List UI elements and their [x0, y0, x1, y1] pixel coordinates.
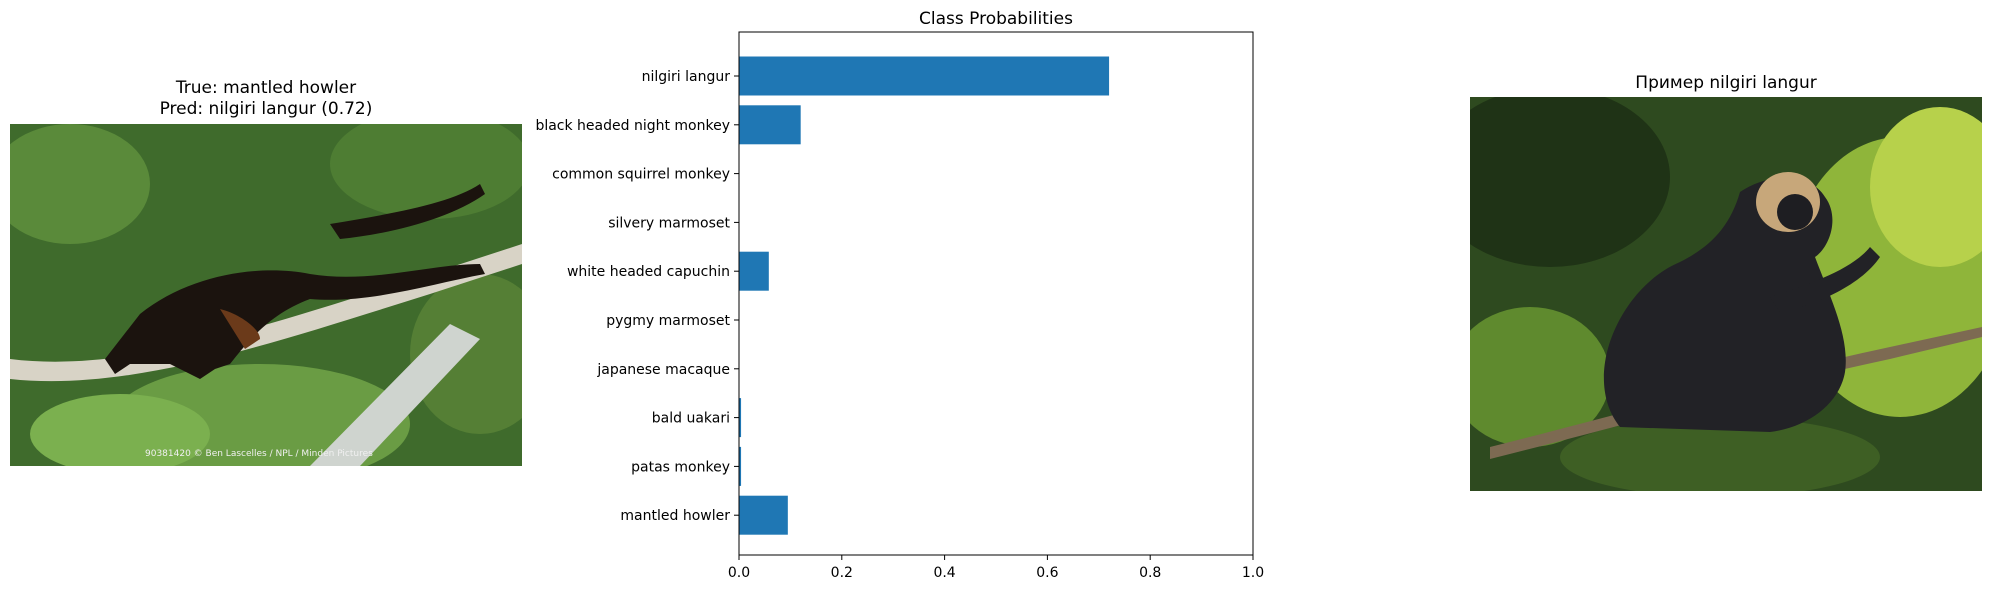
pred-label: Pred: nilgiri langur (0.72) — [159, 99, 373, 119]
bar-black-headed-night-monkey — [739, 105, 801, 145]
example-title: Пример nilgiri langur — [1635, 73, 1817, 93]
bar-bald-uakari — [739, 398, 742, 438]
y-tick-label: bald uakari — [652, 411, 730, 427]
example-image — [1470, 97, 1982, 491]
y-tick-label: nilgiri langur — [642, 69, 731, 85]
bar-white-headed-capuchin — [739, 251, 769, 291]
query-image-graphic — [10, 124, 522, 466]
example-image-graphic — [1470, 97, 1982, 491]
y-tick-label: silvery marmoset — [608, 215, 730, 231]
y-tick-label: patas monkey — [631, 459, 730, 475]
y-tick-label: black headed night monkey — [535, 118, 730, 134]
bar-mantled-howler — [739, 495, 788, 535]
y-tick-label: japanese macaque — [596, 362, 730, 378]
y-tick-label: mantled howler — [620, 508, 730, 524]
x-tick-label: 0.4 — [933, 565, 955, 581]
plot-frame — [738, 31, 1254, 556]
chart-title: Class Probabilities — [919, 9, 1073, 29]
image-watermark: 90381420 © Ben Lascelles / NPL / Minden … — [145, 449, 373, 459]
y-tick-label: pygmy marmoset — [606, 313, 730, 329]
x-tick-label: 0.8 — [1139, 565, 1161, 581]
left-panel-title: True: mantled howler Pred: nilgiri langu… — [10, 78, 522, 120]
bar-patas-monkey — [739, 446, 742, 486]
x-tick-label: 0.2 — [831, 565, 853, 581]
y-tick-label: white headed capuchin — [567, 264, 730, 280]
x-tick-label: 1.0 — [1242, 565, 1264, 581]
y-tick-label: common squirrel monkey — [552, 167, 730, 183]
query-image: 90381420 © Ben Lascelles / NPL / Minden … — [10, 124, 522, 466]
x-tick-label: 0.0 — [728, 565, 750, 581]
bar-nilgiri-langur — [739, 56, 1110, 96]
true-label: True: mantled howler — [175, 78, 357, 98]
x-tick-label: 0.6 — [1036, 565, 1058, 581]
